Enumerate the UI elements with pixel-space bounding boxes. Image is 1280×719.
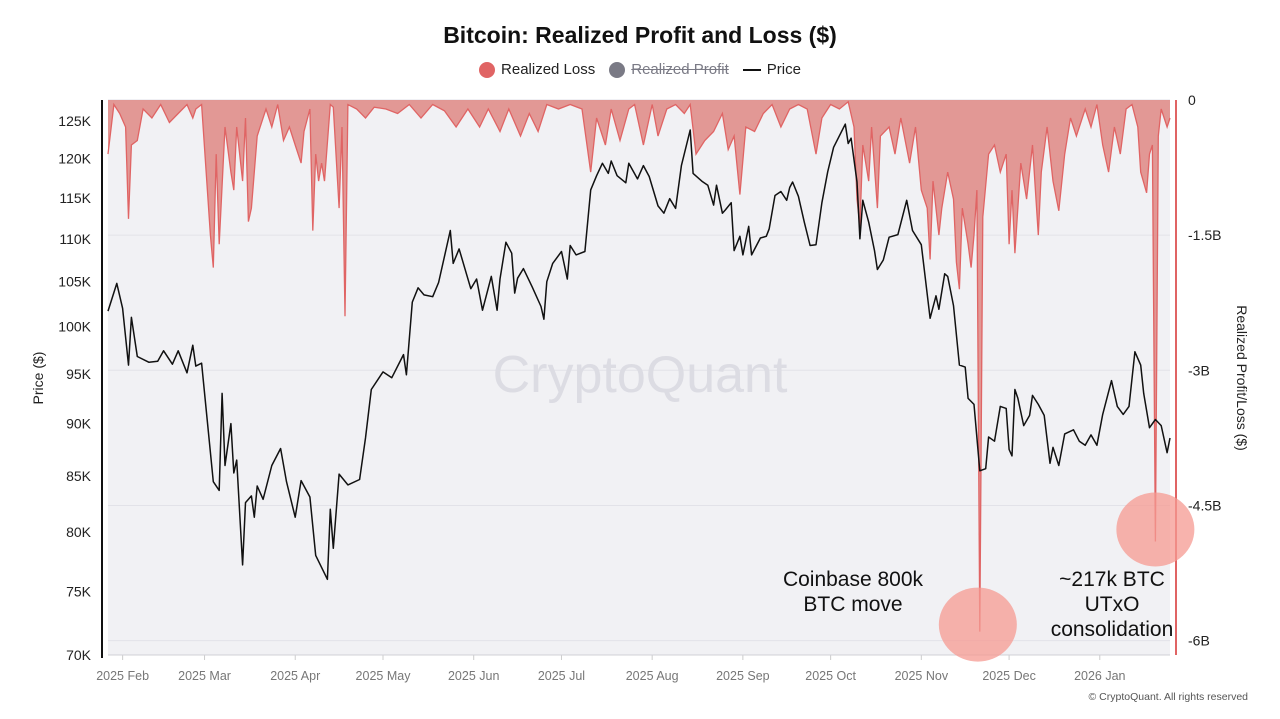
- x-axis-tick-label: 2025 Nov: [895, 669, 949, 683]
- left-axis-tick-label: 95K: [66, 366, 92, 382]
- x-axis-tick-label: 2025 Aug: [626, 669, 679, 683]
- watermark: CryptoQuant: [493, 346, 788, 404]
- right-axis-tick-label: 0: [1188, 92, 1196, 108]
- legend-dot-icon: [479, 61, 496, 78]
- realized-loss-line: [107, 100, 1171, 632]
- left-axis-tick-label: 110K: [59, 231, 91, 247]
- x-axis-tick-label: 2025 May: [356, 669, 412, 683]
- left-axis-tick-label: 90K: [66, 416, 92, 432]
- legend-label: Realized Profit: [631, 61, 729, 78]
- annotation-text: consolidation: [1051, 618, 1174, 641]
- annotation-highlight-circle: [1116, 492, 1195, 567]
- x-axis-tick-label: 2025 Sep: [716, 669, 770, 683]
- x-axis-tick-label: 2025 Jun: [448, 669, 499, 683]
- annotation-highlight-circle: [938, 587, 1017, 662]
- realized-loss-area: [108, 100, 1170, 632]
- legend-item-realized-profit[interactable]: Realized Profit: [609, 61, 729, 78]
- x-axis-tick-label: 2025 Mar: [178, 669, 231, 683]
- left-axis-tick-label: 125K: [58, 113, 91, 129]
- left-axis-tick-label: 70K: [66, 647, 92, 663]
- x-axis-tick-label: 2025 Feb: [96, 669, 149, 683]
- left-axis-tick-label: 80K: [66, 524, 92, 540]
- legend-item-price[interactable]: Price: [742, 61, 801, 78]
- right-axis-tick-label: -1.5B: [1188, 227, 1221, 243]
- annotation-text: ~217k BTC: [1059, 568, 1165, 591]
- left-axis-tick-label: 75K: [66, 583, 92, 599]
- right-axis-tick-label: -4.5B: [1188, 497, 1221, 513]
- annotation-text: BTC move: [803, 593, 902, 616]
- left-axis-tick-label: 115K: [59, 190, 91, 206]
- legend-dot-icon: [609, 61, 626, 78]
- legend-label: Price: [766, 61, 801, 78]
- left-axis-tick-label: 85K: [66, 468, 92, 484]
- right-axis-tick-label: -6B: [1188, 633, 1210, 649]
- right-axis-tick-label: -3B: [1188, 362, 1210, 378]
- plot-area: [108, 100, 1170, 655]
- chart-title: Bitcoin: Realized Profit and Loss ($): [443, 22, 837, 48]
- left-axis-tick-label: 100K: [58, 319, 91, 335]
- x-axis-tick-label: 2025 Jul: [538, 669, 585, 683]
- annotation-text: Coinbase 800k: [783, 568, 924, 591]
- legend-label: Realized Loss: [501, 61, 596, 78]
- left-axis-tick-label: 105K: [58, 274, 91, 290]
- x-axis-tick-label: 2025 Oct: [805, 669, 856, 683]
- left-axis-tick-label: 120K: [58, 151, 91, 167]
- price-line: [107, 123, 1171, 581]
- legend-item-realized-loss[interactable]: Realized Loss: [479, 61, 595, 78]
- x-axis-tick-label: 2025 Apr: [270, 669, 320, 683]
- x-axis-tick-label: 2026 Jan: [1074, 669, 1125, 683]
- right-axis-title: Realized Profit/Loss ($): [1234, 305, 1250, 451]
- annotation-text: UTxO: [1085, 593, 1140, 616]
- legend: Realized Loss Realized Profit Price: [0, 61, 1280, 78]
- legend-line-icon: [742, 68, 761, 71]
- copyright: © CryptoQuant. All rights reserved: [1088, 691, 1248, 703]
- x-axis-tick-label: 2025 Dec: [982, 669, 1036, 683]
- left-axis-title: Price ($): [30, 352, 46, 405]
